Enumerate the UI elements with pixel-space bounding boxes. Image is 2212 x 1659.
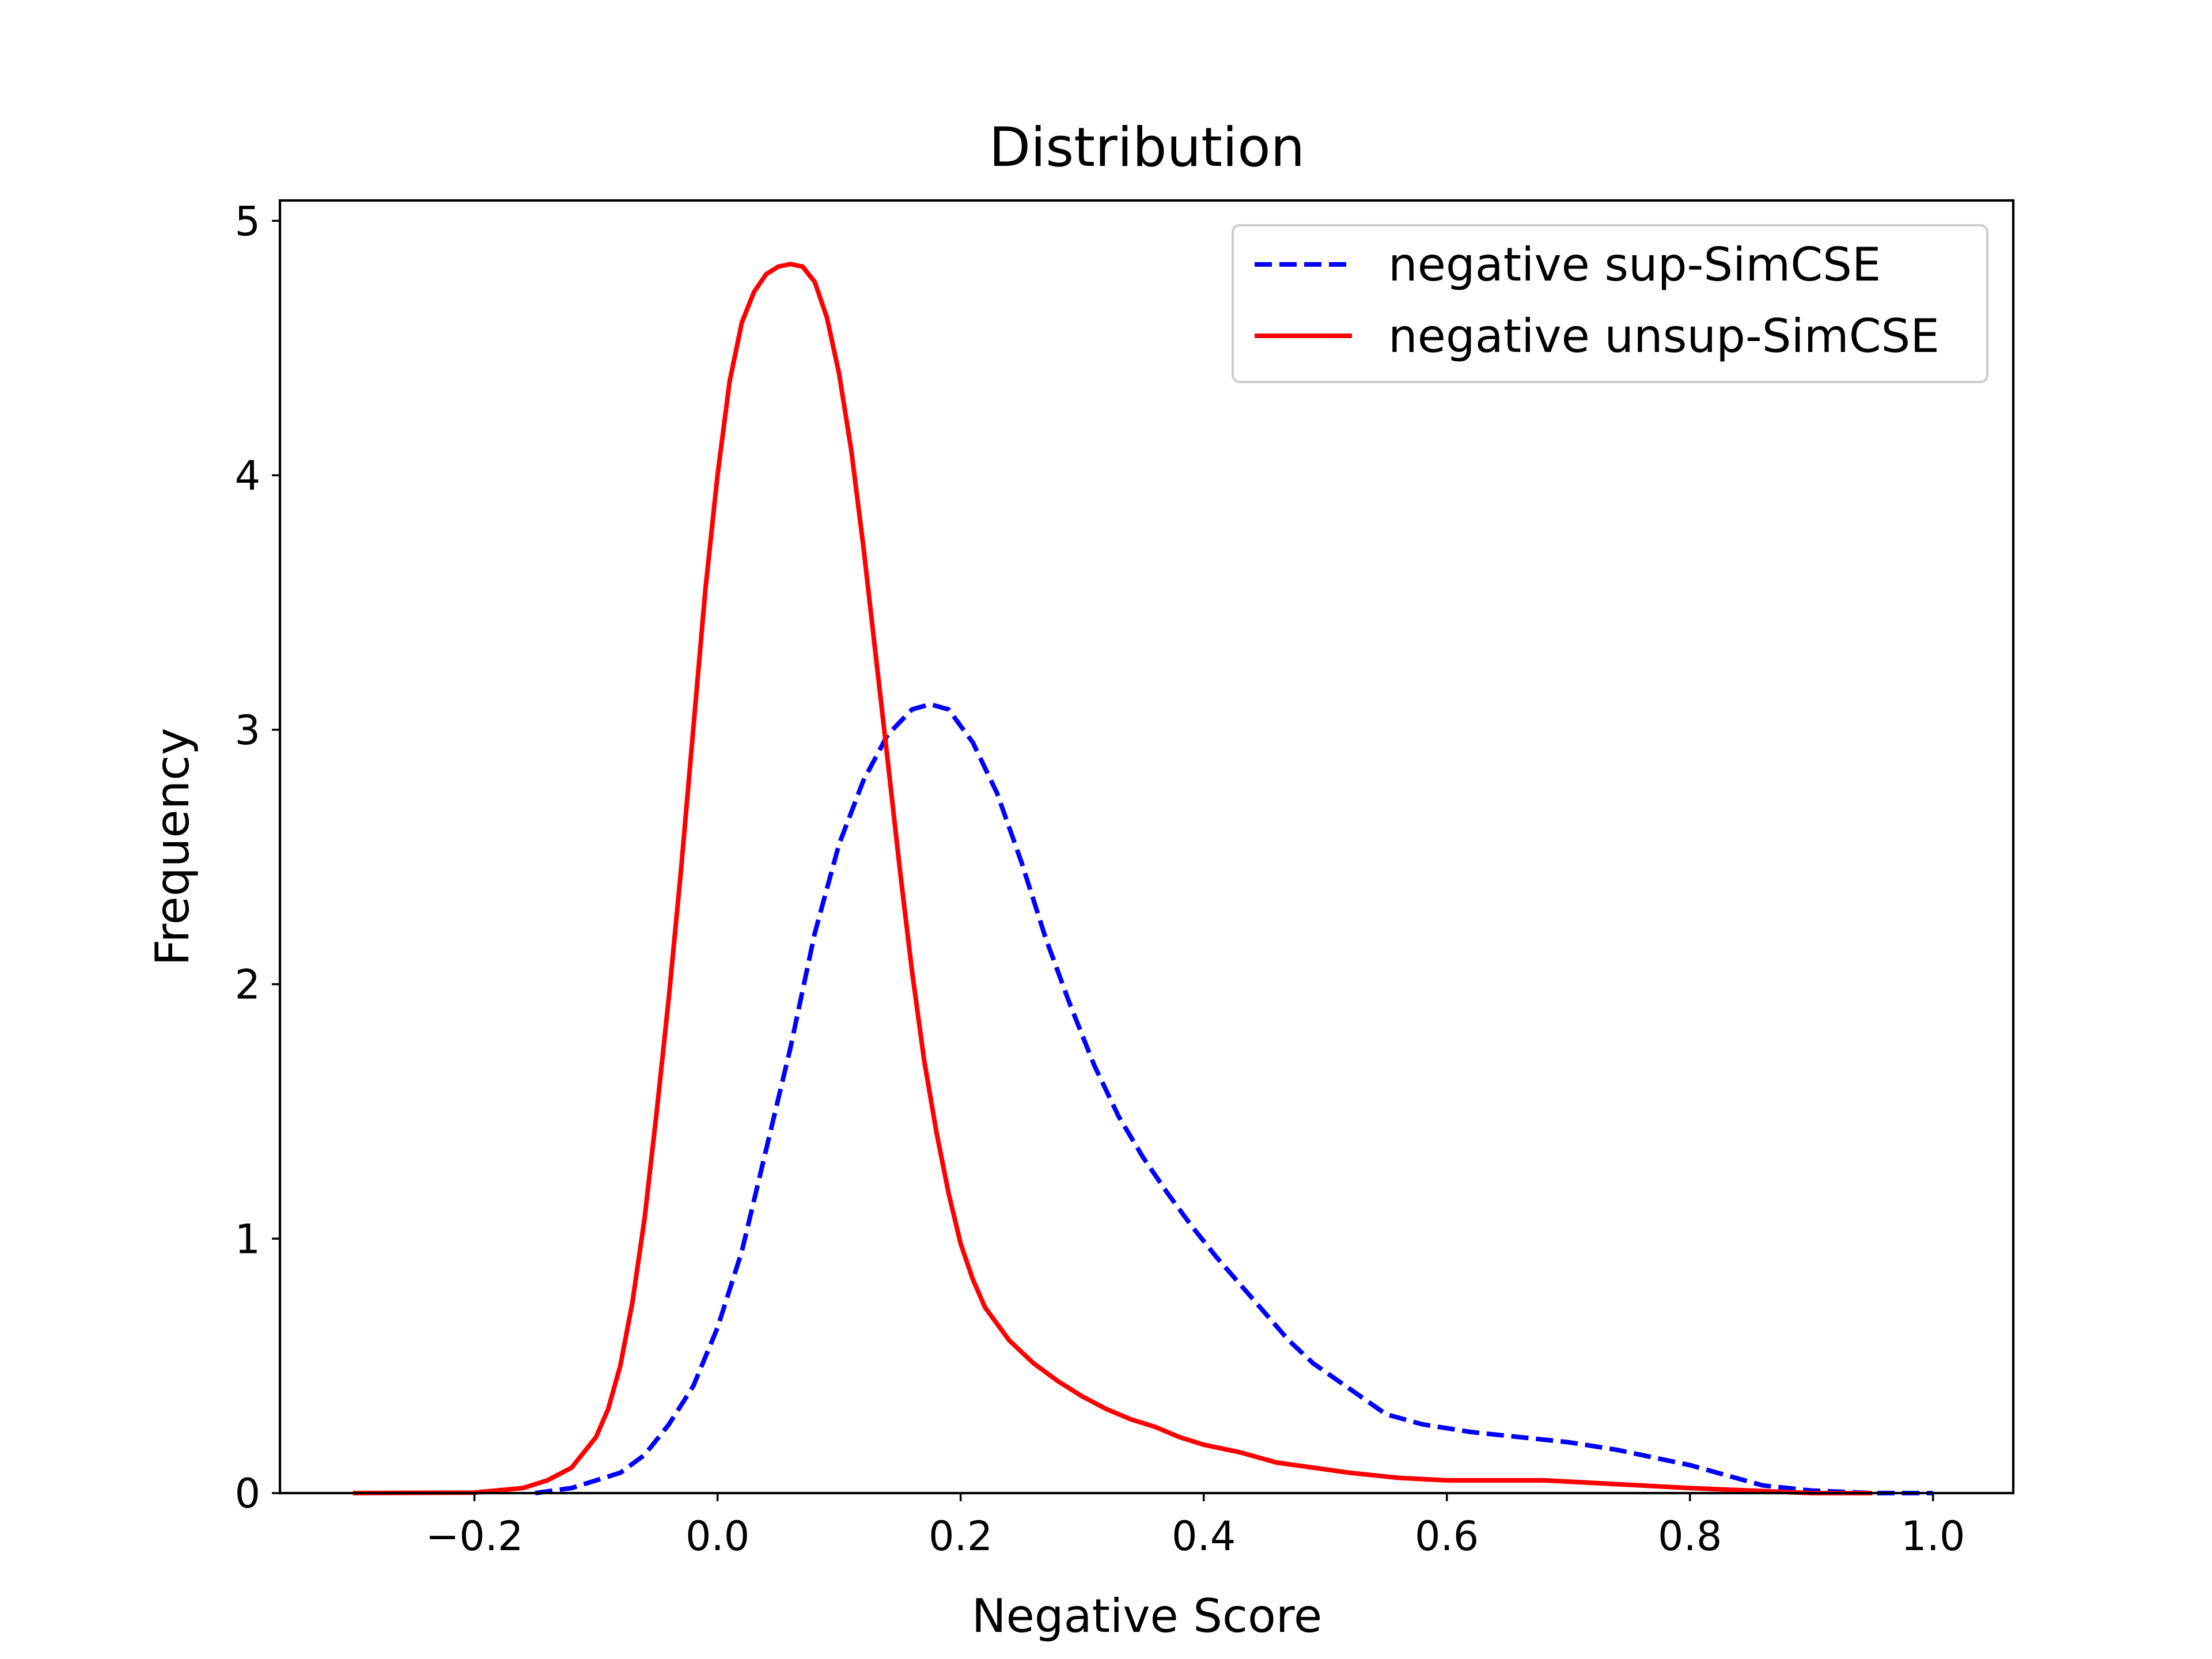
x-axis-label: Negative Score	[972, 1589, 1323, 1643]
axes-frame	[278, 199, 2015, 1495]
y-tick-label: 5	[234, 198, 260, 245]
series-line-negative-sup-simcse	[535, 702, 1933, 1495]
x-tick-label: 0.8	[1658, 1513, 1722, 1560]
y-tick-label: 4	[234, 452, 260, 499]
y-tick-label: 1	[234, 1215, 260, 1263]
x-tick-label: 0.2	[929, 1513, 993, 1560]
y-tick-label: 0	[234, 1470, 260, 1517]
legend-box	[1232, 224, 1988, 383]
legend-label-sup-simcse: negative sup-SimCSE	[1388, 238, 1881, 291]
y-tick-label: 3	[234, 707, 260, 754]
legend-label-unsup-simcse: negative unsup-SimCSE	[1388, 309, 1940, 363]
plot-area	[353, 262, 1933, 1495]
series-line-negative-unsup-simcse	[353, 262, 1873, 1495]
legend: negative sup-SimCSE negative unsup-SimCS…	[1232, 224, 1988, 383]
x-tick-label: 0.4	[1172, 1513, 1236, 1560]
chart-title: Distribution	[989, 116, 1305, 179]
x-tick-label: 1.0	[1901, 1513, 1965, 1560]
x-tick-label: 0.0	[685, 1513, 749, 1560]
y-tick-label: 2	[234, 961, 260, 1009]
x-tick-label: −0.2	[426, 1513, 524, 1560]
x-tick-label: 0.6	[1415, 1513, 1479, 1560]
y-axis-label: Frequency	[146, 728, 199, 965]
axis-ticks: −0.2 0.0 0.2 0.4 0.6 0.8 1.0 0 1 2 3 4 5	[234, 198, 1965, 1560]
